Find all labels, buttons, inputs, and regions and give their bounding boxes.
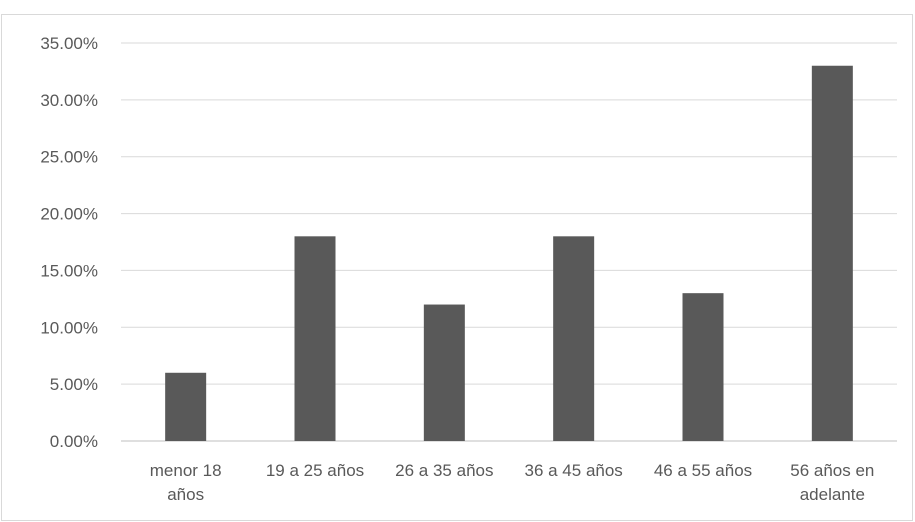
y-tick-label: 5.00% (50, 375, 98, 394)
bar (553, 236, 595, 441)
x-tick-label: 56 años en adelante (790, 461, 874, 504)
bar (423, 304, 465, 441)
y-tick-label: 20.00% (40, 205, 98, 224)
x-tick-label: 19 a 25 años (266, 461, 364, 480)
y-tick-label: 15.00% (40, 261, 98, 280)
y-tick-label: 35.00% (40, 34, 98, 53)
bar (294, 236, 336, 441)
y-tick-label: 30.00% (40, 91, 98, 110)
y-axis-ticks: 0.00% 5.00% 10.00% 15.00% 20.00% 25.00% 30.00%… (40, 34, 98, 451)
y-tick-label: 10.00% (40, 318, 98, 337)
bars (165, 65, 853, 441)
y-tick-label: 25.00% (40, 148, 98, 167)
x-tick-label: 26 a 35 años (395, 461, 493, 480)
gridlines (121, 42, 897, 442)
x-tick-label: menor 18 años (150, 461, 222, 504)
x-tick-label: 36 a 45 años (525, 461, 623, 480)
y-tick-label: 0.00% (50, 432, 98, 451)
bar (811, 65, 853, 441)
bar (682, 293, 724, 441)
bar (165, 372, 207, 441)
chart-frame (1, 14, 913, 521)
x-axis-ticks: menor 18 años 19 a 25 años 26 a 35 años 36 a… (150, 461, 875, 504)
x-tick-label: 46 a 55 años (654, 461, 752, 480)
